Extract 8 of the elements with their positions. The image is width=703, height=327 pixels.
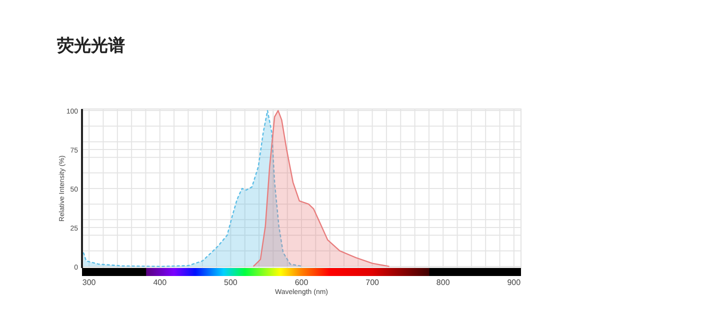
x-tick-label: 700	[366, 278, 380, 287]
x-tick-label: 900	[507, 278, 522, 287]
x-tick-label: 400	[153, 278, 168, 287]
chart-title: 荧光光谱	[56, 36, 125, 55]
x-tick-label: 800	[436, 278, 450, 287]
x-tick-label: 600	[294, 278, 309, 287]
x-tick-label: 500	[224, 278, 238, 287]
x-tick-label: 300	[82, 278, 96, 287]
